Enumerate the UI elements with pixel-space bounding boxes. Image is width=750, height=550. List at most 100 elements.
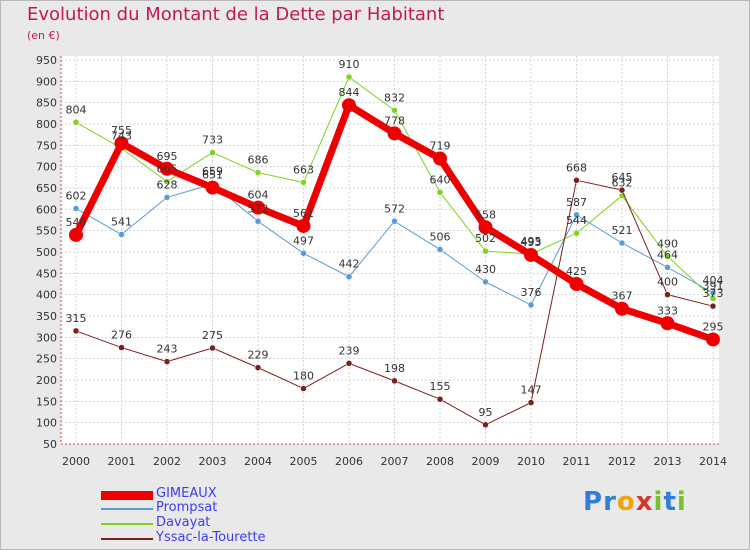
data-point	[482, 278, 489, 286]
data-label: 540	[66, 216, 87, 229]
data-label: 506	[430, 230, 451, 243]
data-label: 804	[66, 103, 87, 116]
data-point	[300, 250, 307, 257]
data-label: 376	[521, 286, 542, 299]
data-label: 778	[384, 114, 405, 127]
brand-letter: P	[583, 487, 604, 517]
data-label: 495	[521, 235, 542, 248]
x-tick-label: 2011	[563, 455, 591, 468]
data-label: 659	[202, 165, 223, 178]
data-point	[72, 119, 80, 126]
x-tick-label: 2008	[426, 455, 454, 468]
data-label: 602	[66, 189, 87, 202]
data-point	[527, 301, 535, 309]
data-label: 558	[475, 208, 496, 221]
data-label: 315	[66, 312, 87, 325]
data-label: 239	[339, 344, 360, 357]
y-tick-label: 350	[36, 310, 57, 323]
data-point	[118, 344, 125, 351]
y-tick-label: 800	[36, 118, 57, 131]
data-point	[706, 332, 720, 347]
data-point	[114, 136, 129, 151]
data-point	[209, 344, 216, 352]
data-label: 665	[157, 163, 178, 176]
data-label: 276	[111, 329, 132, 342]
x-tick-label: 2004	[244, 455, 272, 468]
y-tick-label: 250	[36, 353, 57, 366]
data-label: 668	[566, 161, 587, 174]
data-label: 490	[657, 237, 678, 250]
legend-label: Davayat	[156, 515, 211, 530]
x-tick-label: 2001	[108, 455, 136, 468]
data-point	[345, 360, 353, 367]
data-label: 686	[248, 154, 269, 167]
data-label: 663	[293, 163, 314, 176]
data-label: 755	[111, 124, 132, 137]
y-tick-label: 100	[36, 417, 57, 430]
data-label: 572	[384, 202, 405, 215]
brand-letter: r	[603, 487, 617, 517]
data-label: 587	[566, 196, 587, 209]
data-point	[664, 253, 671, 260]
brand-letter: i	[653, 487, 664, 517]
data-point	[524, 247, 538, 262]
chart-unit: (en €)	[27, 29, 60, 42]
data-label: 155	[430, 380, 451, 393]
data-label: 743	[111, 129, 132, 142]
y-tick-label: 500	[36, 246, 57, 259]
legend-swatch	[101, 538, 153, 540]
y-tick-label: 150	[36, 395, 57, 408]
data-label: 561	[293, 207, 314, 220]
data-label: 198	[384, 362, 405, 375]
data-label: 651	[202, 169, 223, 182]
data-label: 430	[475, 263, 496, 276]
x-tick-label: 2009	[472, 455, 500, 468]
data-label: 628	[157, 178, 178, 191]
data-point	[664, 291, 671, 298]
data-label: 147	[521, 384, 542, 397]
data-label: 572	[248, 202, 269, 215]
data-label: 604	[248, 189, 269, 202]
data-point	[300, 385, 307, 392]
x-tick-label: 2005	[290, 455, 318, 468]
data-point	[342, 98, 356, 113]
data-label: 719	[430, 140, 451, 153]
data-point	[387, 126, 402, 141]
data-point	[163, 178, 171, 185]
chart-title: Evolution du Montant de la Dette par Hab…	[27, 4, 445, 25]
brand-letter: x	[635, 487, 654, 517]
brand-letter: o	[616, 487, 636, 517]
y-tick-label: 400	[36, 289, 57, 302]
data-point	[664, 264, 671, 271]
x-tick-label: 2006	[335, 455, 363, 468]
data-point	[345, 273, 353, 280]
data-point	[72, 205, 80, 212]
data-label: 541	[111, 216, 132, 229]
data-label: 521	[612, 224, 633, 237]
data-label: 425	[566, 265, 587, 278]
data-point	[573, 229, 580, 237]
data-point	[573, 211, 580, 219]
data-point	[436, 246, 444, 253]
x-tick-label: 2014	[699, 455, 727, 468]
data-label: 442	[339, 258, 360, 271]
data-label: 632	[612, 177, 633, 190]
brand-letter: t	[663, 487, 677, 517]
data-label: 275	[202, 329, 223, 342]
data-label: 400	[657, 276, 678, 289]
data-label: 645	[612, 171, 633, 184]
data-point	[345, 73, 353, 81]
data-point	[709, 295, 717, 302]
y-tick-label: 950	[36, 54, 57, 67]
data-label: 404	[703, 274, 724, 287]
y-tick-label: 50	[43, 438, 57, 451]
data-label: 695	[157, 150, 178, 163]
x-tick-label: 2013	[654, 455, 682, 468]
data-point	[209, 149, 216, 156]
brand-logo: Proxiti	[583, 487, 687, 517]
data-label: 95	[479, 406, 493, 419]
x-tick-label: 2010	[517, 455, 545, 468]
legend-label: Prompsat	[156, 500, 218, 515]
data-label: 229	[248, 349, 269, 362]
